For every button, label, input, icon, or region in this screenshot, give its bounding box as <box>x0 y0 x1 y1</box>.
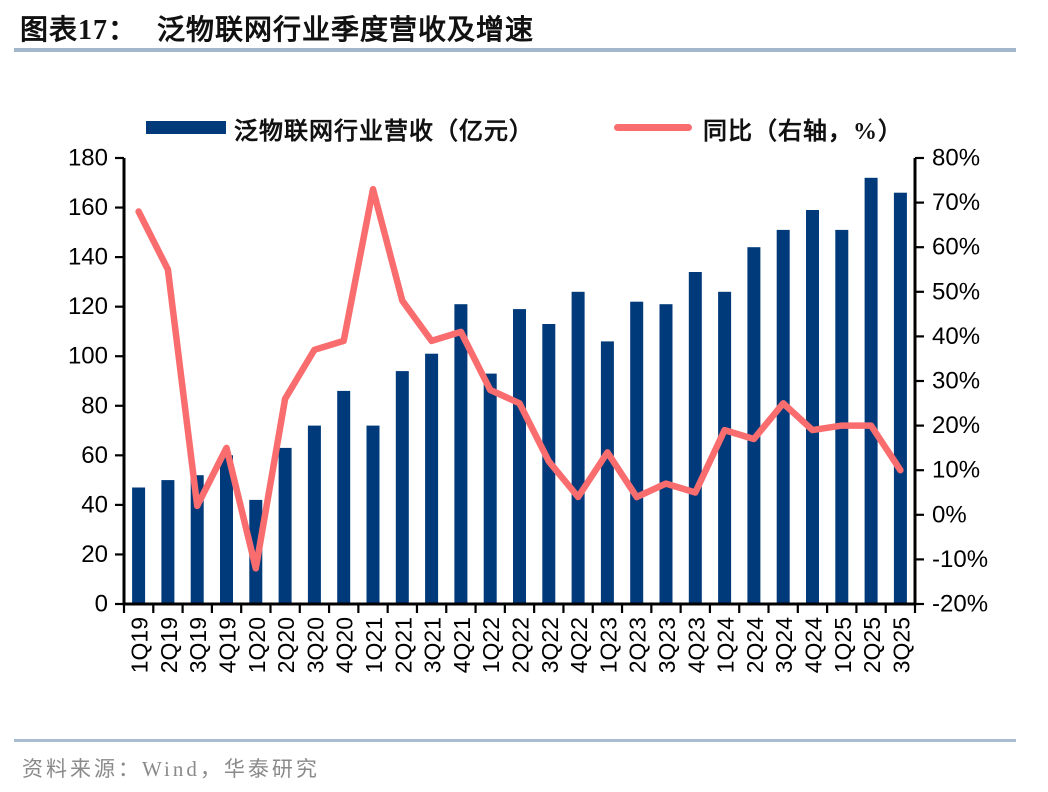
x-axis-label: 2Q23 <box>625 617 651 673</box>
x-axis-label: 1Q22 <box>478 617 504 673</box>
revenue-bar-2Q19 <box>161 480 175 604</box>
x-axis-label: 4Q20 <box>332 617 358 673</box>
x-axis-label: 1Q20 <box>244 617 270 673</box>
left-axis-label: 160 <box>68 194 108 221</box>
revenue-bar-2Q22 <box>513 309 526 604</box>
revenue-bar-2Q25 <box>864 177 878 605</box>
right-axis-label: -20% <box>932 591 988 618</box>
x-axis-label: 1Q21 <box>361 617 387 673</box>
revenue-bar-1Q22 <box>483 373 497 604</box>
right-axis-label: -10% <box>932 546 988 573</box>
left-axis-label: 60 <box>81 442 108 469</box>
right-axis-label: 20% <box>932 412 980 439</box>
right-axis-label: 10% <box>932 457 980 484</box>
x-axis-label: 2Q20 <box>273 617 299 673</box>
x-axis-label: 3Q20 <box>302 617 328 673</box>
left-axis-label: 180 <box>68 145 108 172</box>
source-note: 资料来源：Wind，华泰研究 <box>22 757 320 781</box>
page-title: 泛物联网行业季度营收及增速 <box>157 15 535 46</box>
header-rule <box>14 48 1016 52</box>
left-axis-label: 100 <box>68 343 108 370</box>
revenue-bar-2Q20 <box>278 447 292 604</box>
x-axis-label: 3Q22 <box>537 617 563 673</box>
x-axis-label: 4Q19 <box>215 617 241 673</box>
revenue-bar-2Q23 <box>630 301 644 604</box>
revenue-bar-1Q21 <box>366 425 380 604</box>
revenue-bar-3Q24 <box>776 229 790 604</box>
right-axis-label: 70% <box>932 189 980 216</box>
x-axis-label: 1Q24 <box>713 617 739 673</box>
x-axis-label: 3Q24 <box>771 617 797 673</box>
chart-legend: 泛物联网行业营收（亿元） 同比（右轴，%） <box>0 110 1048 145</box>
left-axis-label: 120 <box>68 293 108 320</box>
revenue-bar-3Q20 <box>307 425 321 604</box>
x-axis-label: 3Q21 <box>420 617 446 673</box>
x-axis-label: 2Q24 <box>742 617 768 673</box>
x-axis-label: 1Q19 <box>127 617 153 673</box>
right-axis-label: 50% <box>932 278 980 305</box>
revenue-bar-3Q19 <box>190 475 204 604</box>
right-axis-label: 0% <box>932 501 967 528</box>
x-axis-label: 1Q25 <box>830 617 856 673</box>
figure-title-row: 图表17： 泛物联网行业季度营收及增速 <box>20 8 534 48</box>
x-axis-label: 3Q19 <box>185 617 211 673</box>
revenue-bar-4Q23 <box>688 272 702 604</box>
yoy-polyline <box>135 185 904 572</box>
revenue-bar-1Q24 <box>718 291 732 604</box>
x-axis-label: 4Q24 <box>800 617 826 673</box>
legend-line-label: 同比（右轴，%） <box>703 119 903 145</box>
revenue-bar-4Q22 <box>571 291 585 604</box>
yoy-line <box>135 185 904 572</box>
footer-rule <box>14 739 1016 742</box>
revenue-bar-4Q19 <box>220 455 233 604</box>
revenue-bar-4Q20 <box>337 390 351 604</box>
revenue-bar-1Q25 <box>835 229 849 604</box>
right-axis-label: 30% <box>932 368 980 395</box>
revenue-bar-1Q19 <box>132 487 146 604</box>
legend-bar-swatch <box>146 121 226 134</box>
x-axis-label: 3Q23 <box>654 617 680 673</box>
x-axis-label: 2Q21 <box>390 617 416 673</box>
revenue-bar-2Q24 <box>747 247 761 604</box>
revenue-bar-4Q21 <box>454 304 468 604</box>
left-axis-label: 0 <box>95 591 108 618</box>
x-axis-label: 4Q21 <box>449 617 475 673</box>
x-axis-label: 1Q23 <box>595 617 621 673</box>
right-axis-label: 60% <box>932 234 980 261</box>
left-axis-label: 140 <box>68 244 108 271</box>
revenue-bar-4Q24 <box>806 210 819 604</box>
legend-bar-label: 泛物联网行业营收（亿元） <box>234 119 534 145</box>
right-axis-label: 80% <box>932 145 980 172</box>
x-axis-labels: 1Q19 2Q19 3Q19 4Q19 1Q20 2Q20 3Q20 4Q20 1Q21 2Q21… <box>127 617 915 673</box>
left-axis-label: 40 <box>81 491 108 518</box>
x-axis-label: 2Q19 <box>156 617 182 673</box>
right-axis-ticks: 80% 70% 60% 50% 40% 30% 20% 10% 0% -10% -20% <box>915 145 988 618</box>
left-axis-ticks: 180 160 140 120 100 80 60 40 20 0 <box>68 145 124 618</box>
x-axis-label: 4Q22 <box>566 617 592 673</box>
x-axis-label: 4Q23 <box>683 617 709 673</box>
left-axis-label: 80 <box>81 392 108 419</box>
x-axis-label: 3Q25 <box>888 617 914 673</box>
x-axis-label: 2Q25 <box>859 617 885 673</box>
legend-line-swatch <box>614 124 692 131</box>
revenue-bar-3Q23 <box>659 304 673 604</box>
x-axis-label: 2Q22 <box>508 617 534 673</box>
figure-label: 图表17： <box>20 15 138 46</box>
revenue-bar-2Q21 <box>395 371 409 604</box>
left-axis-label: 20 <box>81 541 108 568</box>
revenue-bar-1Q23 <box>600 341 614 604</box>
right-axis-label: 40% <box>932 323 980 350</box>
x-axis-ticks <box>122 604 917 613</box>
revenue-bar-3Q25 <box>893 192 907 604</box>
revenue-bar-3Q21 <box>425 353 439 604</box>
